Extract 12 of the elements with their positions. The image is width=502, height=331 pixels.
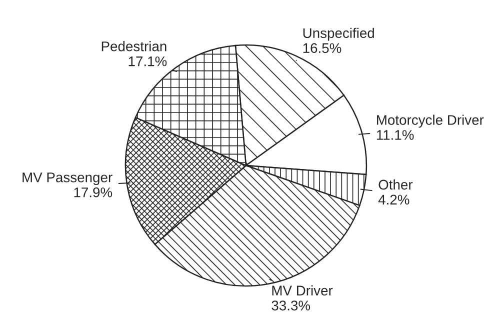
slice-label: Pedestrian	[102, 41, 166, 52]
slice-label: Motorcycle Driver	[377, 114, 484, 128]
data-label: 17.1%	[128, 56, 167, 66]
data-label: 4.2%	[378, 194, 410, 205]
data-label: 33.3%	[272, 300, 310, 310]
data-label: 17.9%	[74, 187, 112, 198]
data-label: 11.1%	[376, 130, 414, 140]
slice-label: MV Passenger	[22, 172, 112, 186]
slice-label: Unspecified	[303, 28, 374, 41]
slice-label: Other	[378, 179, 413, 190]
data-label: 16.5%	[303, 43, 342, 53]
slice-label: MV Driver	[272, 285, 333, 296]
